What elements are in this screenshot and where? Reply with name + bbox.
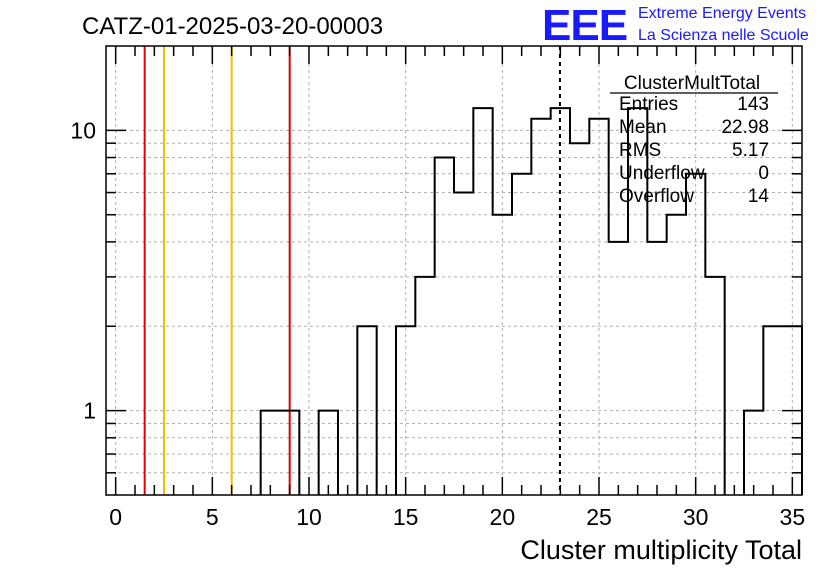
stats-label: RMS xyxy=(619,140,661,161)
x-tick-label: 15 xyxy=(393,504,419,530)
stats-label: Underflow xyxy=(619,163,705,184)
logo-line-1: Extreme Energy Events xyxy=(638,5,806,22)
y-tick-label: 10 xyxy=(70,117,96,143)
y-tick-label: 1 xyxy=(83,398,96,424)
stats-rows: Entries 143 Mean 22.98 RMS 5.17 Underflow 0 Over… xyxy=(619,94,769,207)
plot-frame xyxy=(105,45,803,496)
stats-label: Entries xyxy=(619,94,678,115)
grid-lines xyxy=(106,46,802,495)
stats-value: 143 xyxy=(737,94,769,115)
stats-value: 5.17 xyxy=(732,140,769,161)
logo-line-2: La Scienza nelle Scuole xyxy=(638,27,809,44)
stats-value: 14 xyxy=(748,186,770,207)
x-tick-label: 10 xyxy=(296,504,322,530)
eee-logo-mark: EEE xyxy=(542,1,627,50)
marker-lines xyxy=(143,46,561,495)
axis-ticks xyxy=(106,46,802,495)
x-tick-label: 25 xyxy=(586,504,612,530)
histogram-outline xyxy=(259,107,803,495)
stats-label: Mean xyxy=(619,117,667,138)
y-tick-labels: 1 10 xyxy=(70,117,96,423)
stats-title: ClusterMultTotal xyxy=(624,73,760,94)
x-tick-label: 0 xyxy=(109,504,122,530)
x-tick-label: 35 xyxy=(780,504,806,530)
x-tick-label: 5 xyxy=(206,504,219,530)
x-tick-labels: 0 5 10 15 20 25 30 35 xyxy=(109,504,805,530)
x-axis-label: Cluster multiplicity Total xyxy=(520,535,802,565)
eee-logo: EEE Extreme Energy Events La Scienza nel… xyxy=(542,1,809,50)
x-tick-label: 20 xyxy=(490,504,516,530)
stats-value: 0 xyxy=(758,163,769,184)
x-tick-label: 30 xyxy=(683,504,709,530)
stats-value: 22.98 xyxy=(721,117,769,138)
stats-label: Overflow xyxy=(619,186,694,207)
stats-box: ClusterMultTotal Entries 143 Mean 22.98 RMS 5… xyxy=(610,73,778,207)
run-title: CATZ-01-2025-03-20-00003 xyxy=(82,13,383,40)
